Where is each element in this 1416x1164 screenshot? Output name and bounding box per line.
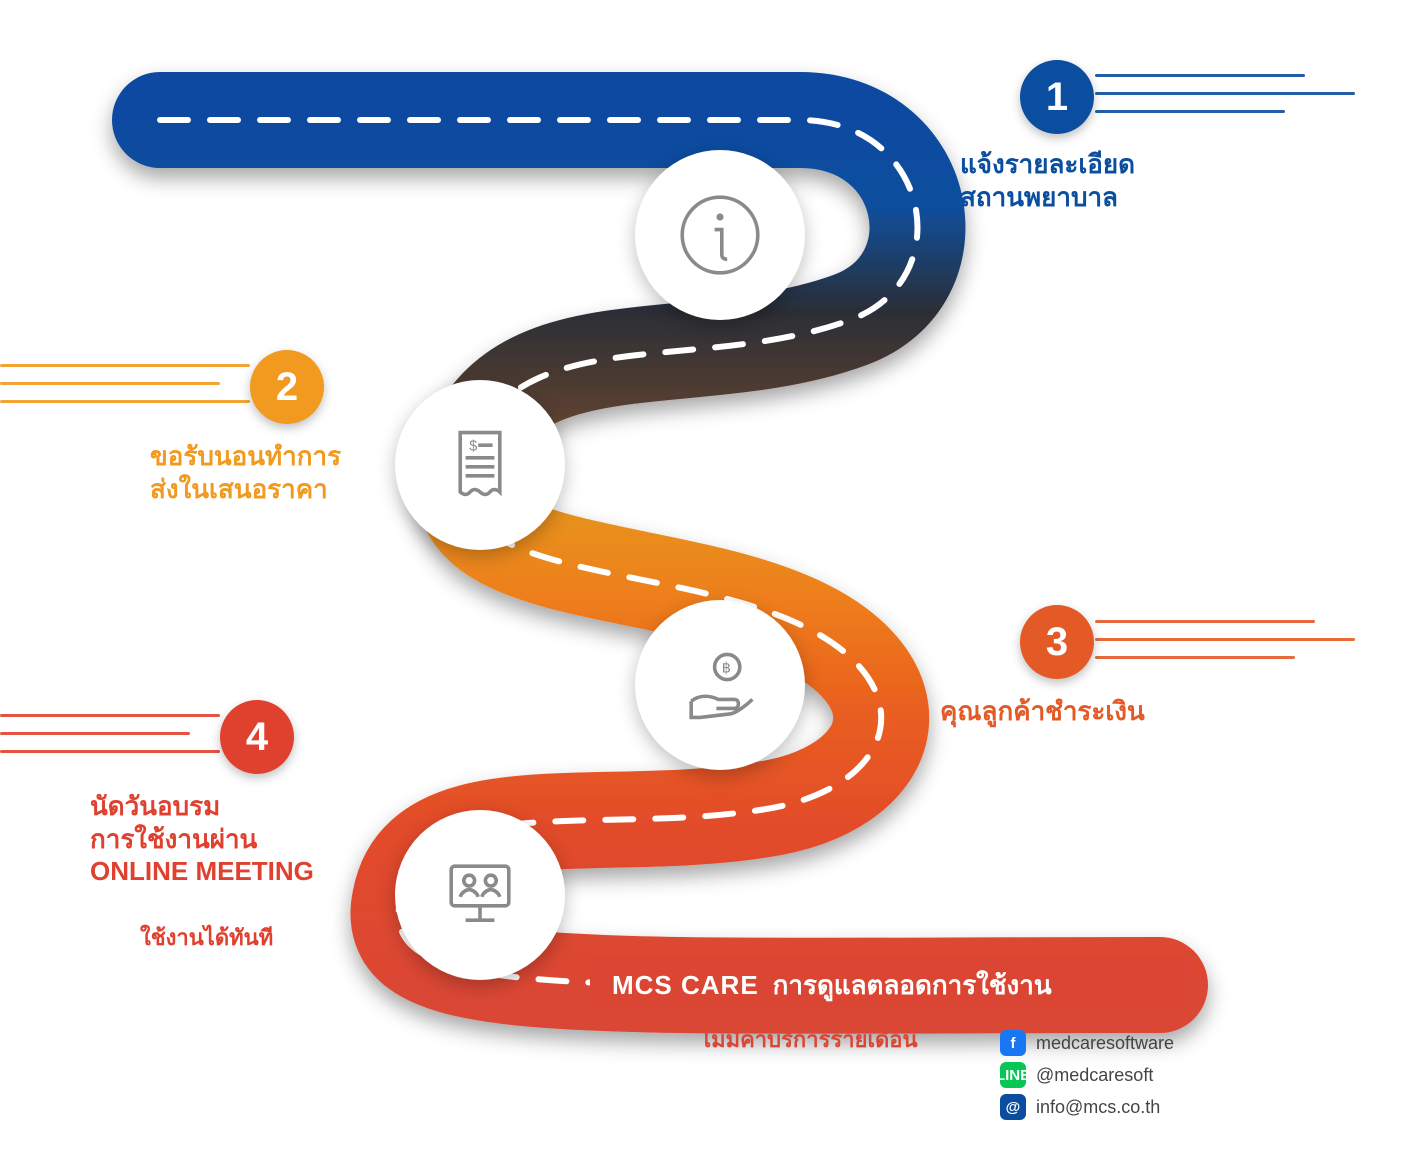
info-icon bbox=[675, 190, 765, 280]
step-badge-3: 3 bbox=[1020, 605, 1094, 679]
motion-streak bbox=[0, 732, 190, 735]
motion-streak bbox=[0, 364, 250, 367]
motion-streak bbox=[0, 382, 220, 385]
motion-streak bbox=[0, 714, 220, 717]
svg-text:฿: ฿ bbox=[722, 660, 731, 676]
step-badge-4: 4 bbox=[220, 700, 294, 774]
step-label-1: แจ้งรายละเอียด สถานพยาบาล bbox=[960, 148, 1135, 213]
step-circle-payment: ฿ bbox=[635, 600, 805, 770]
step-note-4: ใช้งานได้ทันที bbox=[140, 920, 273, 955]
motion-streak bbox=[1095, 638, 1355, 641]
motion-streak bbox=[1095, 656, 1295, 659]
infographic-stage: $ ฿ MCS CARE การดูแลตลอดการใช้งาน bbox=[0, 0, 1416, 1164]
motion-streak bbox=[1095, 110, 1285, 113]
social-text: info@mcs.co.th bbox=[1036, 1097, 1160, 1118]
step-label-2: ขอรับนอนทำการ ส่งในเสนอราคา bbox=[150, 440, 341, 505]
svg-text:$: $ bbox=[469, 439, 477, 455]
social-links: f medcaresoftware LINE @medcaresoft @ info@mc… bbox=[1000, 1030, 1174, 1126]
step-circle-invoice: $ bbox=[395, 380, 565, 550]
step-label-4: นัดวันอบรม การใช้งานผ่าน ONLINE MEETING bbox=[90, 790, 314, 888]
invoice-icon: $ bbox=[435, 420, 525, 510]
step-badge-1: 1 bbox=[1020, 60, 1094, 134]
motion-streak bbox=[0, 400, 250, 403]
step-circle-info bbox=[635, 150, 805, 320]
social-row[interactable]: @ info@mcs.co.th bbox=[1000, 1094, 1174, 1120]
step-badge-2: 2 bbox=[250, 350, 324, 424]
social-text: @medcaresoft bbox=[1036, 1065, 1153, 1086]
social-icon: LINE bbox=[1000, 1062, 1026, 1088]
social-row[interactable]: f medcaresoftware bbox=[1000, 1030, 1174, 1056]
online-meeting-icon bbox=[435, 850, 525, 940]
step-circle-meeting bbox=[395, 810, 565, 980]
motion-streak bbox=[1095, 74, 1305, 77]
motion-streak bbox=[1095, 92, 1355, 95]
social-text: medcaresoftware bbox=[1036, 1033, 1174, 1054]
payment-icon: ฿ bbox=[675, 640, 765, 730]
banner-text: การดูแลตลอดการใช้งาน bbox=[773, 965, 1052, 1006]
social-icon: f bbox=[1000, 1030, 1026, 1056]
step-label-3: คุณลูกค้าชำระเงิน bbox=[940, 695, 1145, 728]
motion-streak bbox=[1095, 620, 1315, 623]
banner-note: ไม่มีค่าบริการรายเดือน bbox=[700, 1022, 918, 1057]
social-row[interactable]: LINE @medcaresoft bbox=[1000, 1062, 1174, 1088]
banner-brand: MCS CARE bbox=[612, 970, 759, 1001]
social-icon: @ bbox=[1000, 1094, 1026, 1120]
motion-streak bbox=[0, 750, 220, 753]
care-banner: MCS CARE การดูแลตลอดการใช้งาน bbox=[590, 956, 1190, 1014]
